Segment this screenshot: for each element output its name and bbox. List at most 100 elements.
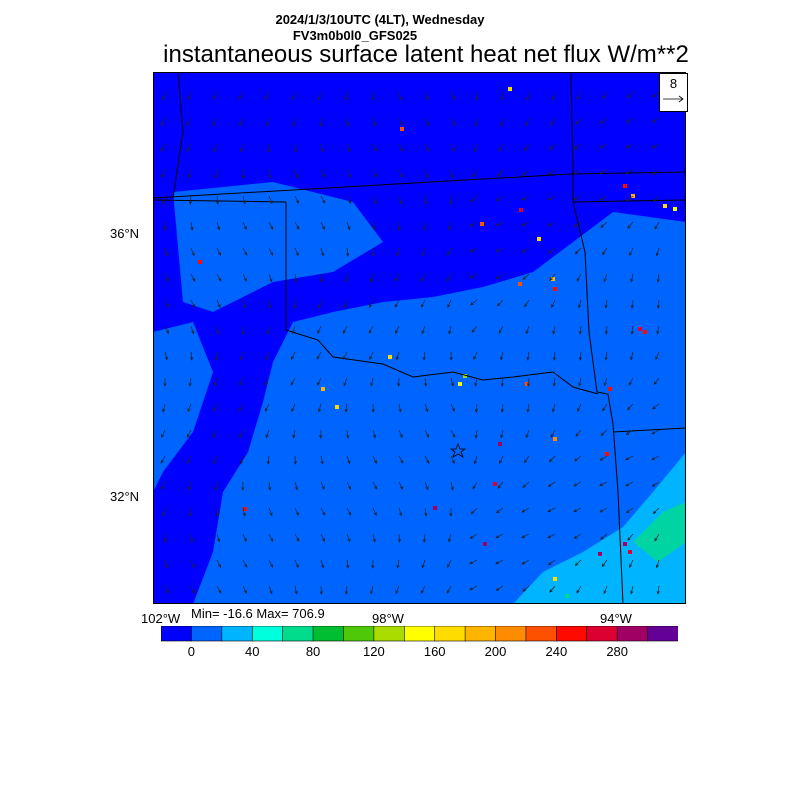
wind-arrow <box>470 299 478 306</box>
colorbar-label: 0 <box>187 644 196 659</box>
wind-arrow <box>630 273 634 283</box>
wind-arrow <box>421 325 426 335</box>
colorbar-label: 160 <box>423 644 446 659</box>
wind-arrow <box>397 533 401 543</box>
colorbar-swatch <box>161 626 193 642</box>
wind-arrow <box>242 195 246 205</box>
wind-arrow <box>656 325 660 335</box>
wind-arrow <box>398 429 403 439</box>
colorbar-swatch <box>464 626 497 642</box>
vector-reference-value: 8 <box>669 76 678 91</box>
wind-arrow <box>577 91 582 100</box>
wind-arrow <box>190 299 195 308</box>
wind-arrow <box>523 143 530 152</box>
wind-arrow <box>162 91 166 101</box>
wind-arrow <box>241 481 245 491</box>
wind-arrow <box>344 403 348 413</box>
wind-arrow <box>216 585 222 594</box>
wind-arrow <box>186 455 192 464</box>
wind-arrow <box>163 533 167 543</box>
wind-arrow <box>344 91 348 101</box>
wind-arrow <box>346 481 352 490</box>
wind-arrow <box>473 351 478 361</box>
wind-arrow <box>474 377 478 387</box>
wind-arrow <box>317 325 322 335</box>
wind-arrow <box>346 533 351 543</box>
wind-arrow <box>161 117 166 126</box>
wind-arrow <box>398 403 402 413</box>
wind-arrow <box>474 403 479 413</box>
wind-arrow <box>239 455 244 465</box>
wind-arrow <box>164 273 169 283</box>
wind-arrow <box>213 403 218 412</box>
wind-arrow <box>576 273 582 282</box>
wind-arrow <box>575 429 582 437</box>
colorbar-swatch <box>434 626 466 642</box>
wind-arrow <box>550 117 556 126</box>
wind-arrow <box>216 533 221 543</box>
wind-arrow <box>547 481 556 487</box>
wind-arrow <box>450 455 455 465</box>
high-flux-cell <box>608 387 612 391</box>
wind-arrow <box>447 247 452 256</box>
wind-arrow <box>190 585 196 594</box>
colorbar-label: 40 <box>245 644 260 659</box>
wind-arrow <box>291 351 296 360</box>
wind-arrow <box>342 325 348 334</box>
wind-arrow <box>450 429 456 438</box>
wind-arrow <box>500 117 504 127</box>
wind-arrow <box>495 585 504 591</box>
colorbar-swatch <box>556 626 588 642</box>
wind-arrow <box>551 91 556 101</box>
high-flux-cell <box>638 327 642 331</box>
lon-label-102w: 102°W <box>141 611 181 626</box>
wind-arrow <box>294 169 299 179</box>
wind-arrow <box>574 559 582 567</box>
wind-arrow <box>372 481 378 490</box>
wind-arrow <box>190 325 195 335</box>
high-flux-cell <box>551 277 555 281</box>
vector-reference-arrow <box>663 95 684 103</box>
wind-arrow <box>320 533 325 542</box>
wind-arrow <box>450 91 455 100</box>
min-max-stats: Min= -16.6 Max= 706.9 <box>191 606 325 621</box>
wind-arrow <box>344 585 348 595</box>
wind-arrow <box>320 507 326 516</box>
wind-arrow <box>398 195 403 205</box>
wind-arrow <box>213 91 218 100</box>
wind-arrow <box>398 117 403 127</box>
wind-arrow <box>424 169 429 179</box>
wind-arrow <box>469 221 478 227</box>
wind-arrow <box>447 559 452 568</box>
wind-arrow <box>630 325 634 335</box>
high-flux-cell <box>553 437 557 441</box>
wind-arrow <box>293 455 297 465</box>
wind-arrow <box>424 507 428 517</box>
high-flux-cell <box>493 482 497 486</box>
wind-arrow <box>449 507 453 517</box>
wind-arrow <box>395 273 400 283</box>
colorbar-swatch <box>525 626 558 642</box>
wind-arrow <box>398 507 403 517</box>
high-flux-cell <box>400 127 404 131</box>
wind-arrow <box>372 507 377 517</box>
wind-arrow <box>265 429 270 439</box>
wind-arrow <box>424 455 430 464</box>
wind-arrow <box>319 429 323 439</box>
wind-arrow <box>625 143 634 149</box>
wind-arrow <box>547 221 556 227</box>
wind-arrow <box>346 559 350 569</box>
wind-arrow <box>216 221 221 231</box>
wind-arrow <box>600 117 608 124</box>
high-flux-cell <box>321 387 325 391</box>
wind-arrow <box>654 221 660 230</box>
wind-arrow <box>446 585 452 594</box>
colorbar-swatch <box>647 626 678 642</box>
colorbar-swatch <box>586 626 618 642</box>
wind-arrow <box>398 169 403 178</box>
wind-arrow <box>526 91 530 101</box>
wind-arrow <box>268 221 274 230</box>
wind-arrow <box>601 559 608 568</box>
wind-arrow <box>395 325 400 334</box>
wind-arrow <box>369 273 374 283</box>
